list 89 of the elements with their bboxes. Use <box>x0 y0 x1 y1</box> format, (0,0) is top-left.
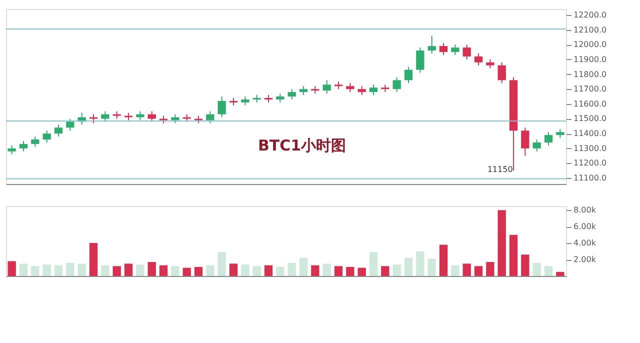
bar <box>229 264 238 276</box>
candlestick <box>31 136 40 148</box>
bar <box>358 268 366 276</box>
bar <box>462 264 471 276</box>
bar <box>392 264 401 276</box>
candlestick <box>288 88 296 100</box>
bar <box>288 262 296 276</box>
candlestick <box>322 80 331 94</box>
bar <box>428 258 436 276</box>
y-tick-label: 11600.0 <box>574 99 607 108</box>
y-tick-label: 12000.0 <box>574 40 607 50</box>
bar <box>101 265 110 276</box>
bar <box>509 234 518 276</box>
bar <box>532 262 541 276</box>
bar <box>171 266 180 276</box>
bar <box>252 266 261 276</box>
bar <box>439 244 448 276</box>
y-tick-label: 11100.0 <box>574 174 607 183</box>
candlestick <box>451 44 460 56</box>
bar <box>112 266 121 276</box>
y-tick-label: 11300.0 <box>574 144 607 153</box>
bar <box>474 266 483 276</box>
candlestick <box>428 35 436 54</box>
bar <box>556 272 564 276</box>
bar <box>451 265 460 276</box>
y-tick-label: 6.00k <box>574 222 596 232</box>
y-tick-label: 11400.0 <box>574 129 607 138</box>
bar <box>241 264 250 276</box>
candlestick <box>66 118 74 132</box>
annotation: BTC1小时图 <box>258 136 346 154</box>
y-tick-label: 11900.0 <box>574 54 607 64</box>
annotation: 11150 <box>487 165 513 174</box>
bar <box>19 264 28 276</box>
bar <box>124 264 133 276</box>
bar <box>322 264 331 276</box>
candlestick <box>19 140 28 152</box>
y-tick-label: 4.00k <box>574 238 596 248</box>
y-tick-label: 11500.0 <box>574 114 607 124</box>
bar <box>8 261 16 276</box>
bar <box>544 266 553 276</box>
candlestick <box>474 52 483 66</box>
bar <box>66 262 74 276</box>
bar <box>369 252 378 276</box>
y-tick-label: 11800.0 <box>574 70 607 79</box>
y-tick-label: 11200.0 <box>574 158 607 168</box>
bar <box>218 252 226 276</box>
bar <box>264 265 273 276</box>
bar <box>31 266 40 276</box>
y-tick-label: 12200.0 <box>574 10 607 20</box>
bar <box>498 210 506 276</box>
bar <box>194 266 203 276</box>
bar <box>346 266 354 276</box>
bar <box>54 265 63 276</box>
candlestick <box>498 62 506 84</box>
bar <box>159 265 168 276</box>
bar <box>136 264 144 276</box>
candlestick <box>101 110 110 122</box>
candlestick <box>462 44 471 60</box>
candlestick <box>206 110 214 124</box>
candlestick <box>532 139 541 152</box>
y-tick-label: 8.00k <box>574 206 596 215</box>
y-tick-label: 12100.0 <box>574 25 607 34</box>
candlestick <box>439 42 448 56</box>
bar <box>334 266 343 276</box>
bar <box>148 262 156 276</box>
candlestick <box>54 124 63 138</box>
candlestick <box>416 47 424 74</box>
bar <box>276 266 284 276</box>
bar <box>206 265 214 276</box>
bar <box>381 266 390 276</box>
candlestick <box>369 84 378 96</box>
candlestick <box>42 130 51 143</box>
bar <box>521 254 530 276</box>
bar <box>416 251 424 276</box>
bar <box>299 258 308 276</box>
candlestick <box>521 127 530 156</box>
candlestick <box>218 96 226 118</box>
y-tick-label: 11700.0 <box>574 84 607 94</box>
bar <box>182 268 191 276</box>
candlestick <box>544 132 553 146</box>
bar <box>89 243 98 276</box>
bar <box>311 265 320 276</box>
candlestick <box>404 66 413 84</box>
bar <box>78 264 86 276</box>
bar <box>404 258 413 276</box>
bar <box>42 264 51 276</box>
candlestick <box>392 76 401 93</box>
bar <box>486 262 494 276</box>
y-tick-label: 2.00k <box>574 255 596 264</box>
